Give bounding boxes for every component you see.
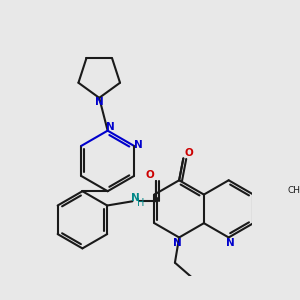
Text: N: N <box>95 97 103 107</box>
Text: N: N <box>134 140 142 150</box>
Text: N: N <box>106 122 115 132</box>
Text: H: H <box>137 198 145 208</box>
Text: O: O <box>185 148 194 158</box>
Text: O: O <box>146 170 154 180</box>
Text: N: N <box>226 238 235 248</box>
Text: N: N <box>131 193 140 203</box>
Text: CH₃: CH₃ <box>287 186 300 195</box>
Text: N: N <box>173 238 182 248</box>
